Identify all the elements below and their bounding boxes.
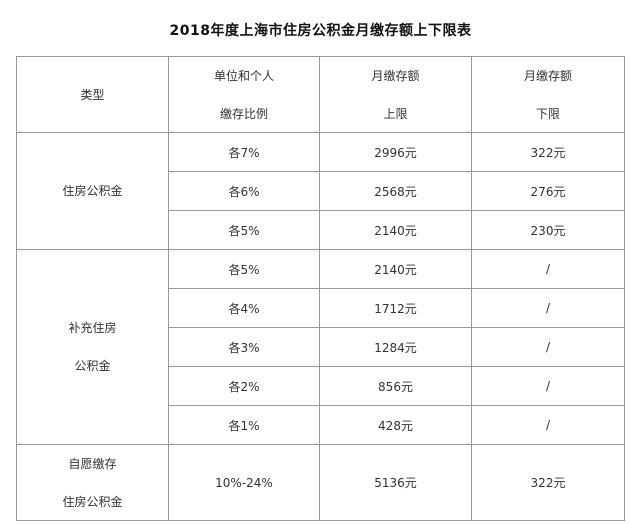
group-label-line1: 自愿缴存	[68, 456, 117, 471]
cell-ratio: 各4%	[168, 288, 320, 328]
page-title: 2018年度上海市住房公积金月缴存额上下限表	[169, 23, 472, 39]
cell-upper: 2996元	[319, 132, 472, 172]
table-row: 各5% 2140元 230元	[17, 210, 625, 250]
cell-ratio: 各1%	[168, 405, 320, 445]
cell-lower: 276元	[471, 171, 625, 211]
header-ratio-line2: 缴存比例	[219, 106, 268, 121]
cell-upper: 1712元	[319, 288, 472, 328]
group-label-housing-fund: 住房公积金	[16, 132, 169, 250]
table-row: 各4% 1712元 /	[17, 288, 625, 328]
cell-lower: /	[471, 288, 625, 328]
cell-upper: 2140元	[319, 249, 472, 289]
cell-lower: /	[471, 327, 625, 367]
cell-ratio: 各5%	[168, 210, 320, 250]
cell-ratio: 各3%	[168, 327, 320, 367]
cell-ratio: 各6%	[168, 171, 320, 211]
header-type-label: 类型	[80, 87, 105, 102]
cell-upper: 2568元	[319, 171, 472, 211]
cell-upper: 5136元	[319, 444, 472, 521]
group-label-voluntary-fund: 自愿缴存 住房公积金	[16, 444, 169, 521]
cell-ratio: 各5%	[168, 249, 320, 289]
cell-lower: /	[471, 405, 625, 445]
cell-ratio: 10%-24%	[168, 444, 320, 521]
cell-upper: 428元	[319, 405, 472, 445]
group-label-line2: 住房公积金	[62, 494, 123, 509]
header-ratio: 单位和个人 缴存比例	[168, 56, 320, 133]
cell-lower: 322元	[471, 132, 625, 172]
cell-upper: 2140元	[319, 210, 472, 250]
cell-ratio: 各2%	[168, 366, 320, 406]
table-row: 各1% 428元 /	[17, 405, 625, 445]
group-label-line2: 公积金	[74, 359, 111, 373]
group-label-line1: 补充住房	[68, 321, 117, 335]
table-row: 补充住房 公积金 各5% 2140元 /	[16, 249, 625, 445]
group-label-line1: 住房公积金	[62, 184, 123, 198]
cell-ratio: 各7%	[168, 132, 320, 172]
cell-lower: /	[471, 366, 625, 406]
table-row: 各3% 1284元 /	[17, 327, 625, 367]
table-row: 各6% 2568元 276元	[17, 171, 625, 211]
table-row: 住房公积金 各7% 2996元 322元	[16, 132, 625, 250]
header-upper-line2: 上限	[383, 106, 408, 121]
cell-upper: 856元	[319, 366, 472, 406]
cell-upper: 1284元	[319, 327, 472, 367]
cell-lower: /	[471, 249, 625, 289]
header-upper: 月缴存额 上限	[319, 56, 472, 133]
header-lower-line2: 下限	[535, 106, 560, 121]
group-label-supplementary-fund: 补充住房 公积金	[16, 249, 169, 445]
header-type: 类型	[16, 56, 169, 133]
contribution-limits-table: 类型 单位和个人 缴存比例 月缴存额 上限 月缴存额 下限 住房公积金	[16, 56, 625, 521]
header-lower-line1: 月缴存额	[523, 68, 572, 83]
cell-lower: 322元	[471, 444, 625, 521]
header-lower: 月缴存额 下限	[471, 56, 625, 133]
table-row: 自愿缴存 住房公积金 10%-24% 5136元 322元	[16, 444, 625, 521]
header-ratio-line1: 单位和个人	[213, 68, 274, 83]
table-header-row: 类型 单位和个人 缴存比例 月缴存额 上限 月缴存额 下限	[16, 56, 625, 133]
cell-lower: 230元	[471, 210, 625, 250]
header-upper-line1: 月缴存额	[371, 68, 420, 83]
